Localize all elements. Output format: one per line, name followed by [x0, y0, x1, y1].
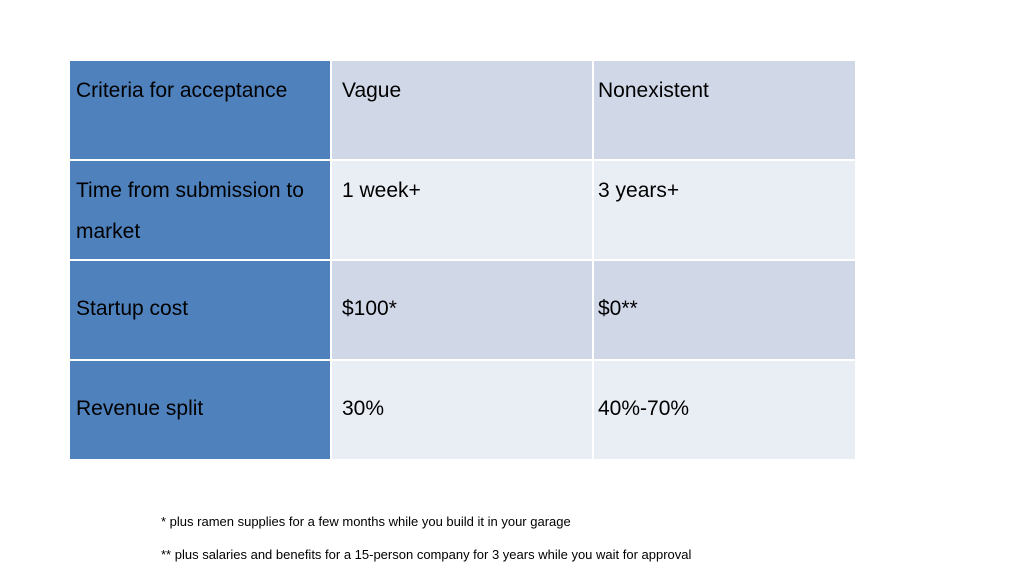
- row-label-cell: Revenue split: [68, 359, 332, 461]
- table-cell: 3 years+: [592, 159, 857, 261]
- table-row: Criteria for acceptance Vague Nonexisten…: [68, 59, 857, 161]
- table-cell: Nonexistent: [592, 59, 857, 161]
- cell-value: $0**: [598, 297, 638, 320]
- table-row: Revenue split 30% 40%-70%: [68, 359, 857, 461]
- table-cell: 30%: [330, 359, 594, 461]
- cell-value: 30%: [342, 397, 385, 420]
- cell-value: 40%-70%: [598, 397, 690, 420]
- row-label: Revenue split: [76, 397, 204, 420]
- cell-value: 1 week+: [342, 179, 421, 202]
- cell-value: 3 years+: [598, 179, 680, 202]
- cell-value: Vague: [342, 79, 402, 102]
- table-cell: $100*: [330, 259, 594, 361]
- table-cell: Vague: [330, 59, 594, 161]
- table-cell: 40%-70%: [592, 359, 857, 461]
- cell-value: $100*: [342, 297, 397, 320]
- cell-value: Nonexistent: [598, 79, 709, 102]
- comparison-table: Criteria for acceptance Vague Nonexisten…: [68, 59, 857, 461]
- table-cell: 1 week+: [330, 159, 594, 261]
- row-label: Startup cost: [76, 297, 189, 320]
- table-cell: $0**: [592, 259, 857, 361]
- row-label-cell: Startup cost: [68, 259, 332, 361]
- row-label: Time from submission to market: [76, 179, 304, 243]
- footnote-double-asterisk: ** plus salaries and benefits for a 15-p…: [161, 547, 692, 562]
- row-label-cell: Criteria for acceptance: [68, 59, 332, 161]
- row-label: Criteria for acceptance: [76, 79, 288, 102]
- table-row: Time from submission to market 1 week+ 3…: [68, 159, 857, 261]
- table-row: Startup cost $100* $0**: [68, 259, 857, 361]
- footnote-single-asterisk: * plus ramen supplies for a few months w…: [161, 514, 571, 529]
- row-label-cell: Time from submission to market: [68, 159, 332, 261]
